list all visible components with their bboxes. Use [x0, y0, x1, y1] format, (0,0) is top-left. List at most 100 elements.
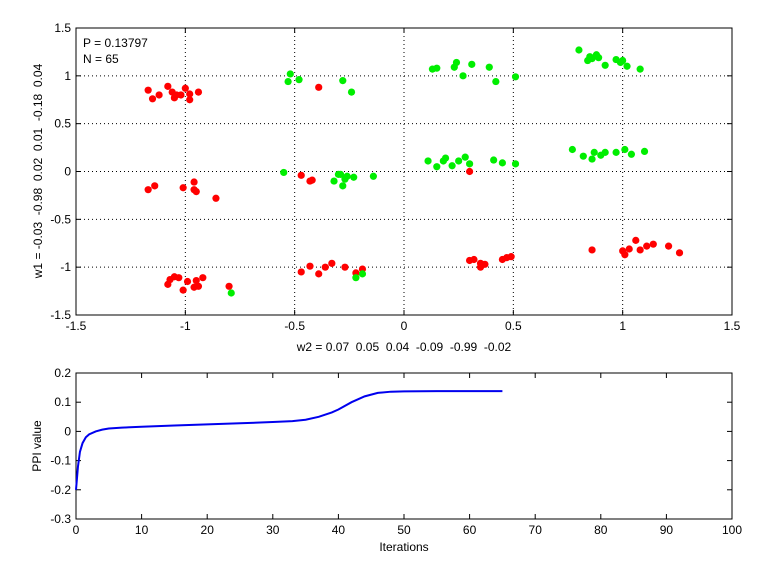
line-x-tick-label: 70 [529, 523, 543, 537]
scatter-y-tick-label: 0 [64, 165, 71, 179]
red-data-point [186, 90, 194, 98]
green-data-point [452, 58, 461, 67]
red-data-point [636, 246, 644, 254]
green-data-point [352, 274, 360, 282]
green-data-point [640, 147, 649, 156]
green-data-point [492, 77, 500, 86]
red-data-point [675, 249, 684, 257]
red-data-point [175, 274, 183, 282]
scatter-y-tick-label: 1 [64, 69, 71, 83]
green-data-point [369, 172, 377, 180]
red-data-point [225, 282, 233, 290]
green-data-point [588, 155, 596, 163]
green-data-point [343, 172, 351, 180]
red-data-point [315, 270, 323, 278]
line-plot: 0 10 20 30 40 50 60 70 80 90 100 -0.3 -0.2 -0.1 0 0.1 0.… [30, 366, 742, 554]
red-data-point [315, 83, 323, 91]
scatter-x-tick-label: 1 [619, 319, 626, 333]
green-data-point [627, 150, 636, 158]
green-data-point [612, 148, 620, 156]
green-data-point [227, 289, 235, 297]
red-data-point [181, 84, 189, 92]
annotation-p: P = 0.13797 [83, 36, 148, 50]
green-data-point [455, 157, 463, 165]
line-x-tick-label: 60 [463, 523, 477, 537]
red-data-point [297, 171, 305, 179]
red-data-point [588, 246, 596, 254]
red-data-point [625, 245, 633, 253]
red-data-point [199, 274, 207, 282]
line-ticks: 0 10 20 30 40 50 60 70 80 90 100 -0.3 -0.2 -0.1 0 0.1 0.… [50, 366, 742, 537]
scatter-y-tick-label: 0.5 [54, 117, 71, 131]
line-y-tick-label: -0.2 [50, 483, 71, 497]
scatter-x-axis-label: w2 = 0.07 0.05 0.04 -0.09 -0.99 -0.02 [296, 340, 512, 354]
red-data-point [179, 286, 187, 294]
scatter-grid [76, 28, 732, 315]
green-data-point [330, 177, 338, 185]
green-data-point [623, 62, 631, 70]
red-data-point [144, 86, 152, 94]
green-data-point [424, 157, 432, 165]
line-x-tick-label: 20 [201, 523, 215, 537]
line-x-tick-label: 0 [73, 523, 80, 537]
red-data-point [148, 95, 157, 103]
red-data-point [212, 194, 220, 202]
red-data-point [194, 282, 203, 290]
red-data-point [186, 96, 194, 104]
scatter-y-tick-label: -1.5 [50, 308, 71, 322]
red-data-point [192, 276, 200, 285]
red-data-point [164, 82, 172, 90]
green-data-point [336, 170, 345, 178]
scatter-y-axis-label: w1 = -0.03 -0.98 0.02 0.01 -0.18 0.04 [31, 63, 45, 279]
red-data-point [621, 251, 629, 259]
scatter-plot: -1.5 -1 -0.5 0 0.5 1 1.5 -1.5 -1 -0.5 0 0.5 1 1.5 P =… [31, 21, 741, 354]
red-data-point [643, 242, 651, 250]
red-data-point [306, 262, 314, 270]
red-data-point [507, 253, 515, 261]
green-data-point [433, 64, 441, 72]
green-data-point [339, 77, 347, 85]
red-data-point [183, 277, 192, 286]
red-data-point [470, 255, 478, 264]
red-data-point [328, 259, 336, 267]
line-x-axis-label: Iterations [379, 540, 428, 554]
green-data-point [636, 65, 644, 73]
green-data-point [590, 148, 598, 156]
red-data-point [481, 260, 489, 268]
scatter-points [144, 46, 684, 297]
scatter-x-tick-label: -0.5 [284, 319, 305, 333]
line-y-axis-label: PPI value [30, 420, 44, 472]
red-data-point [192, 187, 200, 196]
green-data-point [490, 156, 498, 164]
green-data-point [448, 162, 456, 170]
green-data-point [466, 160, 474, 168]
red-data-point [341, 263, 349, 271]
green-data-point [358, 270, 367, 278]
line-x-tick-label: 100 [722, 523, 742, 537]
red-data-point [466, 167, 474, 176]
line-x-tick-label: 10 [135, 523, 149, 537]
line-y-tick-label: -0.1 [50, 454, 71, 468]
red-data-point [632, 236, 640, 244]
red-data-point [151, 182, 159, 190]
green-data-point [284, 77, 292, 86]
red-data-point [308, 176, 316, 184]
red-data-point [297, 268, 305, 276]
line-x-tick-label: 80 [594, 523, 608, 537]
scatter-x-tick-label: 0 [401, 319, 408, 333]
scatter-x-tick-label: 0.5 [505, 319, 522, 333]
red-data-point [179, 184, 187, 192]
green-data-point [601, 148, 609, 156]
green-data-point [511, 160, 520, 168]
line-y-tick-label: 0.1 [54, 395, 71, 409]
line-y-tick-label: 0.2 [54, 366, 71, 380]
scatter-ticks: -1.5 -1 -0.5 0 0.5 1 1.5 -1.5 -1 -0.5 0 0.5 1 1.5 [50, 21, 740, 333]
green-data-point [575, 46, 583, 54]
green-data-point [579, 152, 587, 160]
line-x-tick-label: 50 [397, 523, 411, 537]
green-data-point [459, 72, 467, 80]
green-data-point [619, 56, 627, 65]
scatter-x-tick-label: -1.5 [66, 319, 87, 333]
red-data-point [177, 91, 185, 99]
green-data-point [433, 163, 441, 171]
